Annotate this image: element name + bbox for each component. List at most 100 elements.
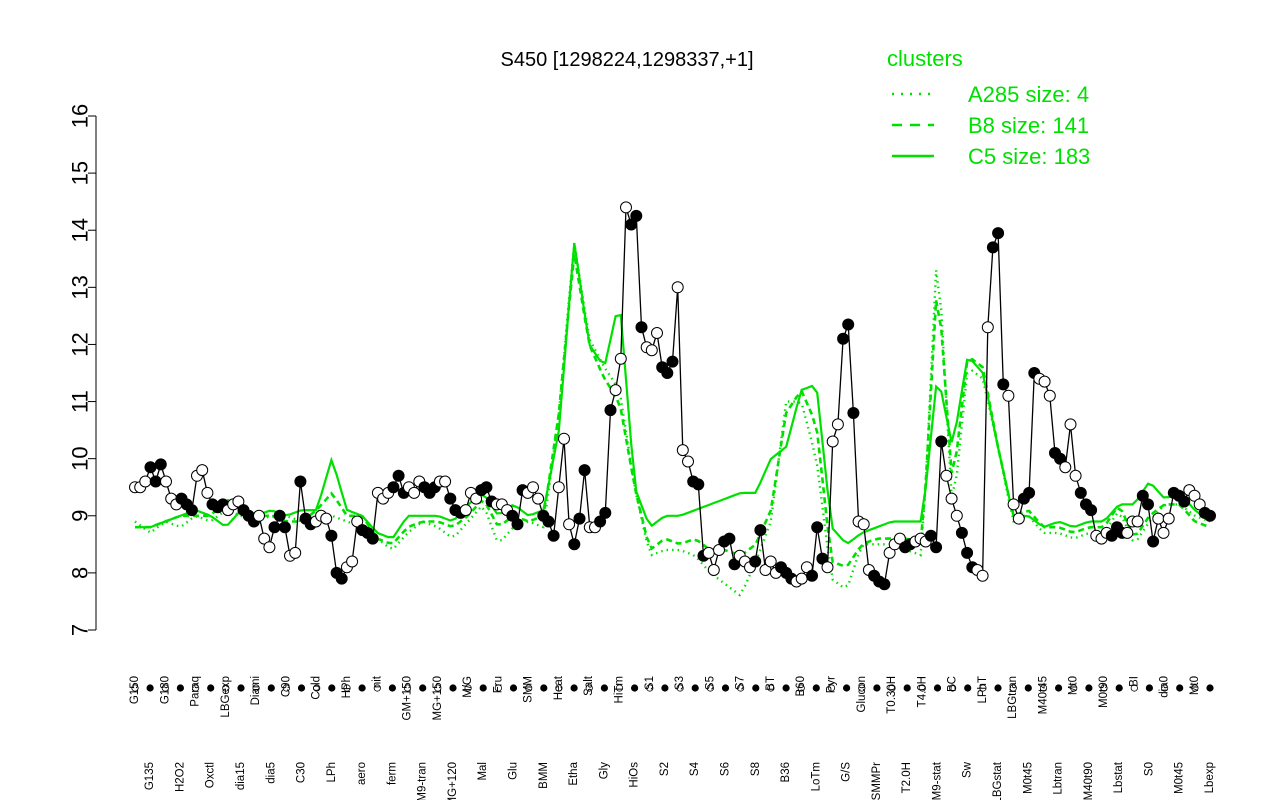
data-point — [573, 512, 586, 525]
x-marker — [964, 684, 972, 692]
x-tick-label: M9-stat — [932, 761, 944, 800]
x-tick-label: M0t90 — [1098, 676, 1110, 708]
x-marker — [858, 684, 866, 692]
x-marker — [540, 684, 548, 692]
data-point — [1121, 526, 1134, 539]
x-tick-label: BMM — [538, 762, 550, 789]
data-point — [1012, 512, 1025, 525]
data-point — [981, 321, 994, 334]
data-point — [671, 281, 684, 294]
x-tick-label: S6 — [720, 762, 732, 776]
x-tick-label: SMM — [523, 676, 535, 703]
x-tick-label: C30 — [296, 762, 308, 783]
data-point — [392, 469, 405, 482]
x-marker — [434, 684, 442, 692]
data-point — [893, 532, 906, 545]
x-marker — [797, 684, 805, 692]
data-point — [1204, 509, 1216, 522]
x-tick-label: S1 — [644, 676, 656, 690]
x-tick-label: M40t45 — [1038, 676, 1050, 714]
data-point — [387, 481, 400, 494]
data-point — [1002, 389, 1015, 402]
cluster-line-c5 — [135, 242, 1211, 545]
data-point — [806, 569, 818, 582]
data-point — [635, 321, 648, 334]
x-tick-label: M/G — [462, 676, 474, 698]
cluster-lines — [134, 242, 1211, 597]
data-point — [1007, 498, 1020, 511]
x-tick-label: S3 — [674, 676, 686, 690]
data-point — [1064, 418, 1077, 431]
data-point — [346, 555, 359, 568]
x-marker — [343, 684, 351, 692]
data-point — [842, 318, 855, 331]
x-tick-label: Lbexp — [1204, 762, 1216, 793]
data-point — [1152, 512, 1165, 525]
data-point — [604, 404, 617, 417]
x-tick-label: HiOs — [629, 762, 641, 788]
data-point — [609, 384, 622, 397]
data-point — [997, 378, 1010, 391]
x-tick-label: G150 — [129, 676, 141, 704]
data-point — [651, 327, 663, 339]
data-point — [940, 469, 953, 482]
data-point — [1074, 486, 1087, 499]
x-marker — [933, 684, 942, 692]
x-tick-label: LBGtran — [1007, 676, 1019, 719]
data-point — [351, 515, 364, 528]
x-marker — [948, 684, 957, 692]
x-marker — [782, 684, 790, 692]
data-point — [1054, 452, 1067, 465]
data-point — [201, 486, 214, 499]
data-point — [144, 461, 157, 474]
x-tick-label: Mal — [477, 762, 489, 781]
x-tick-label: G180 — [159, 676, 171, 704]
x-marker — [721, 684, 730, 692]
data-point — [821, 561, 834, 574]
x-marker — [994, 684, 1002, 692]
x-tick-label: nit — [371, 675, 383, 688]
legend-title: clusters — [887, 46, 963, 71]
x-marker — [388, 684, 396, 692]
data-point — [568, 538, 581, 551]
x-tick-label: M9-tran — [417, 762, 429, 800]
y-tick-label: 15 — [68, 161, 93, 185]
x-tick-label: B36 — [780, 762, 792, 782]
x-marker — [297, 684, 306, 692]
x-marker — [615, 684, 624, 692]
x-tick-label: HPh — [341, 676, 353, 698]
data-point — [614, 352, 627, 365]
data-point — [366, 532, 379, 545]
data-point — [676, 444, 689, 457]
x-marker — [525, 684, 533, 692]
x-marker — [918, 684, 926, 692]
x-marker — [176, 684, 184, 692]
x-marker — [313, 684, 321, 692]
x-tick-label: B60 — [795, 676, 807, 696]
data-point — [185, 504, 198, 517]
x-marker — [646, 684, 654, 692]
legend: clusters A285 size: 4 B8 size: 141 C5 si… — [887, 46, 1090, 169]
x-tick-label: S7 — [735, 676, 747, 690]
data-point — [563, 518, 576, 531]
x-marker — [676, 684, 684, 692]
y-tick-label: 7 — [68, 624, 93, 636]
x-tick-label: M0t45 — [1022, 762, 1034, 794]
data-point — [552, 481, 565, 494]
data-point — [1038, 375, 1051, 388]
data-point — [1157, 526, 1170, 539]
x-marker — [131, 684, 139, 692]
x-marker — [827, 684, 836, 692]
y-tick-label: 10 — [68, 446, 93, 470]
x-tick-label: Heat — [553, 675, 565, 700]
x-marker — [237, 684, 245, 692]
x-tick-label: BC — [947, 676, 959, 692]
legend-label-c5: C5 size: 183 — [968, 144, 1090, 169]
data-point — [480, 481, 493, 494]
data-point — [930, 541, 943, 554]
data-point — [1023, 486, 1036, 499]
data-point — [594, 515, 607, 528]
y-tick-label: 8 — [68, 567, 93, 579]
data-point — [666, 355, 679, 368]
x-marker — [373, 684, 381, 692]
